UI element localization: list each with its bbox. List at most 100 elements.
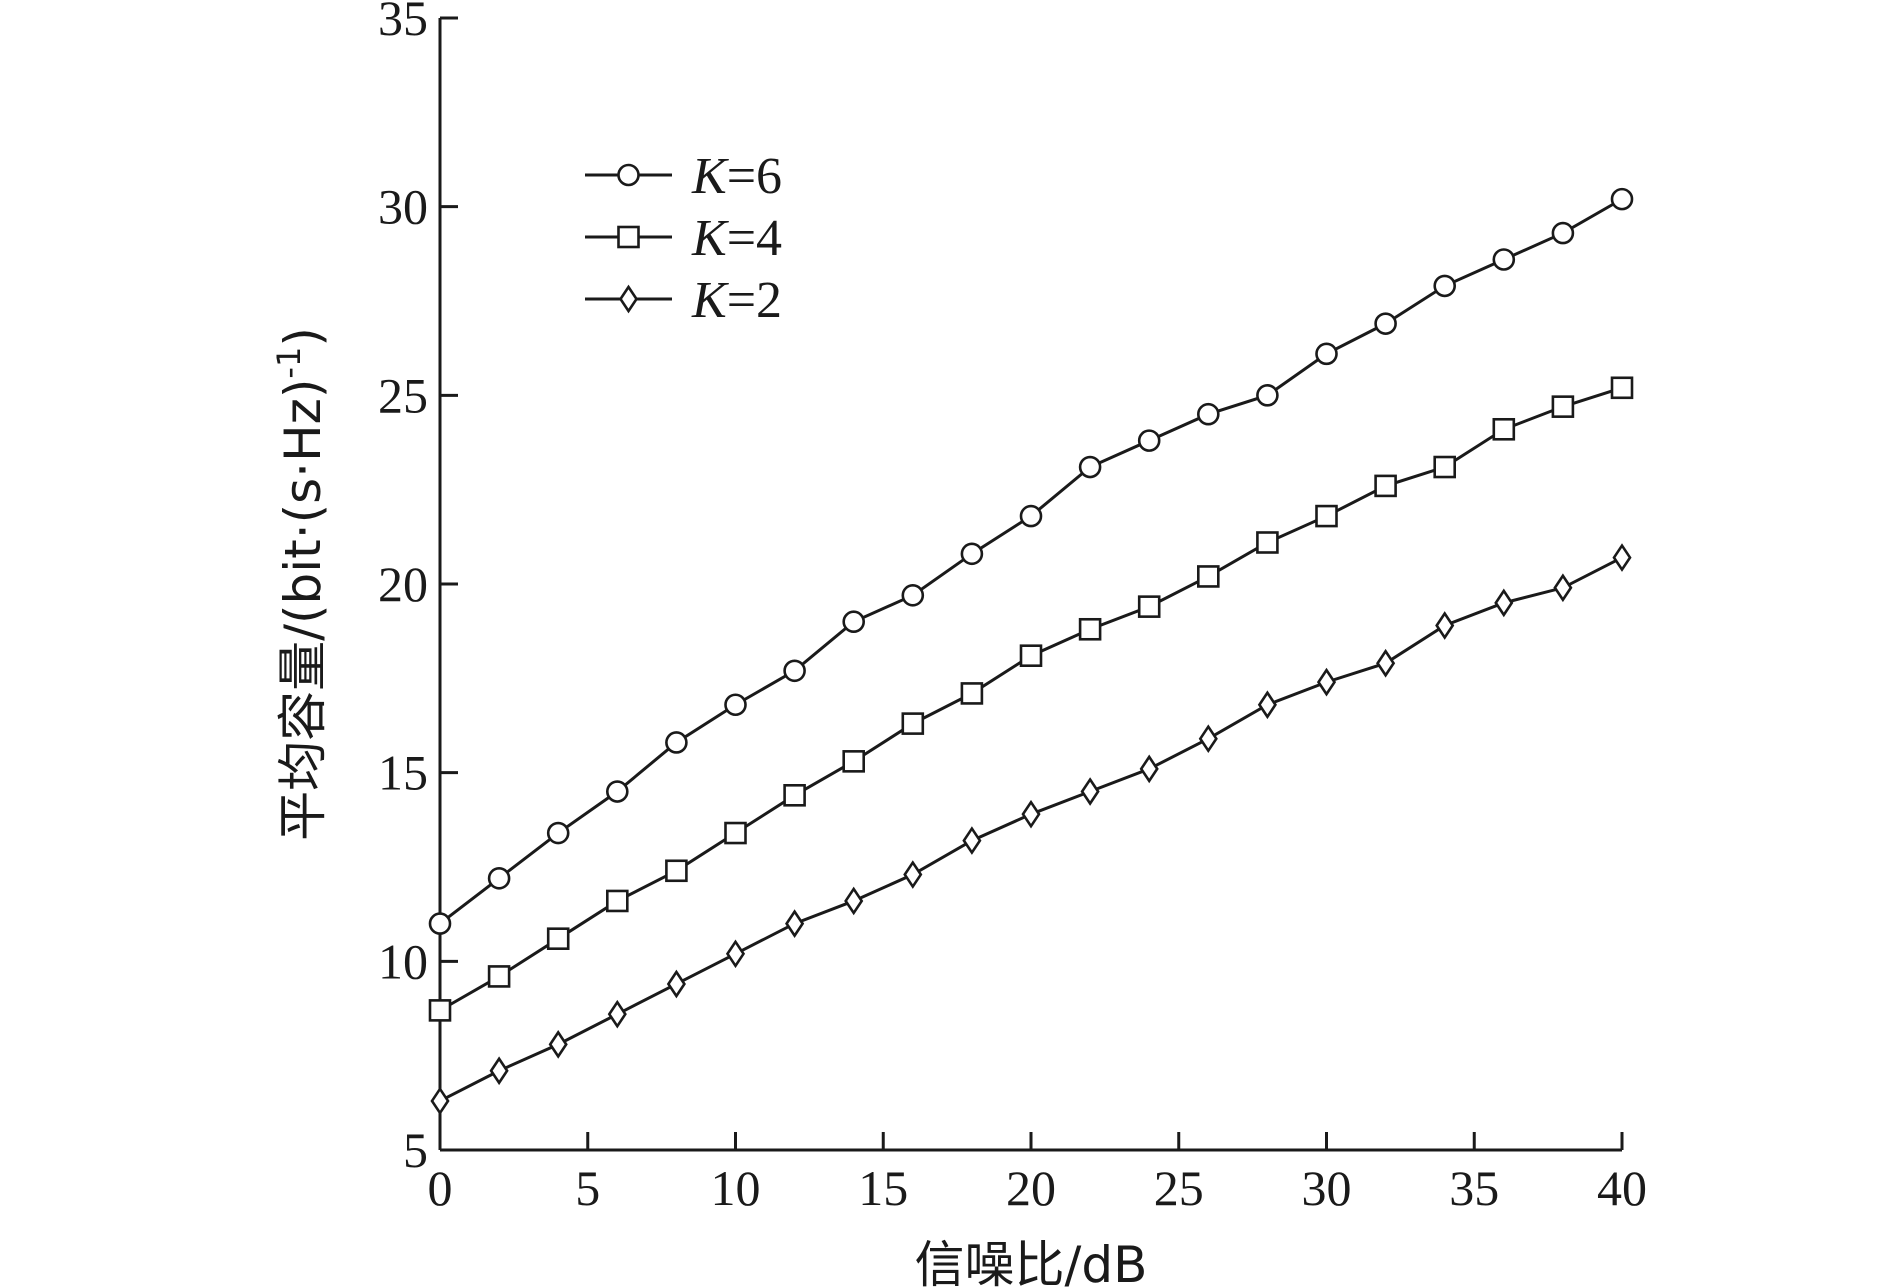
data-point-square-17 — [1433, 455, 1456, 479]
tick-marks — [438, 16, 1624, 1152]
y-tick-label-20: 20 — [378, 556, 428, 612]
series-diamond — [430, 543, 1632, 1116]
data-point-diamond-17 — [1435, 611, 1455, 640]
data-point-diamond-5 — [725, 939, 746, 969]
data-point-diamond-12 — [1139, 754, 1159, 784]
data-point-diamond-13 — [1198, 724, 1218, 754]
data-point-diamond-15 — [1316, 667, 1337, 697]
data-point-square-13 — [1197, 565, 1220, 588]
data-point-diamond-14 — [1257, 690, 1277, 720]
data-point-diamond-0 — [430, 1086, 450, 1116]
data-point-circle-0 — [428, 912, 452, 935]
y-tick-label-25: 25 — [378, 367, 428, 423]
data-point-square-10 — [1019, 644, 1043, 667]
data-point-diamond-1 — [489, 1056, 509, 1086]
data-point-square-15 — [1315, 504, 1338, 528]
data-point-circle-4 — [665, 731, 688, 754]
data-point-diamond-2 — [548, 1030, 568, 1059]
data-point-circle-12 — [1137, 429, 1161, 452]
data-point-circle-7 — [842, 610, 866, 634]
data-point-square-5 — [724, 821, 747, 845]
legend-label-value: =4 — [727, 210, 782, 267]
data-point-square-1 — [487, 965, 511, 988]
data-point-square-12 — [1137, 595, 1161, 618]
data-point-square-0 — [428, 999, 452, 1022]
data-point-diamond-19 — [1553, 573, 1573, 603]
data-point-square-19 — [1551, 395, 1575, 418]
data-point-diamond-4 — [666, 969, 686, 999]
data-point-circle-19 — [1551, 221, 1575, 245]
legend-label: K=2 — [691, 272, 782, 329]
data-point-circle-16 — [1374, 312, 1397, 335]
y-axis-title-close: ) — [274, 327, 332, 347]
data-point-circle-1 — [487, 867, 511, 890]
data-point-circle-5 — [724, 693, 747, 717]
data-point-square-2 — [546, 927, 570, 950]
data-point-diamond-6 — [785, 909, 805, 938]
series-line-square — [439, 386, 1623, 1012]
data-point-circle-15 — [1315, 342, 1338, 366]
data-point-circle-13 — [1197, 402, 1220, 426]
legend-label: K=6 — [691, 148, 782, 205]
y-tick-label-15: 15 — [378, 745, 428, 801]
legend-label-value: =2 — [727, 272, 782, 329]
data-point-circle-20 — [1610, 187, 1634, 211]
x-tick-label-15: 15 — [858, 1160, 908, 1216]
data-point-square-6 — [783, 784, 806, 807]
data-point-square-7 — [842, 750, 866, 773]
axes — [438, 18, 1622, 1152]
legend-item-square: K=4 — [585, 210, 782, 267]
data-point-diamond-16 — [1376, 648, 1396, 678]
data-point-circle-3 — [605, 780, 629, 803]
y-axis-title-main: 平均容量/(bit·(s·Hz) — [274, 379, 332, 841]
y-tick-label-30: 30 — [378, 179, 428, 235]
data-point-diamond-10 — [1021, 799, 1041, 829]
data-point-diamond-8 — [903, 860, 923, 889]
data-point-circle-14 — [1256, 384, 1279, 407]
data-point-circle-8 — [901, 584, 925, 607]
data-point-square-11 — [1078, 617, 1102, 641]
x-tick-label-40: 40 — [1597, 1160, 1647, 1216]
x-tick-label-30: 30 — [1302, 1160, 1352, 1216]
legend-marker-circle — [617, 163, 640, 187]
data-point-circle-6 — [783, 659, 806, 683]
x-tick-label-25: 25 — [1154, 1160, 1204, 1216]
data-point-circle-2 — [546, 821, 570, 845]
data-point-diamond-20 — [1612, 543, 1632, 572]
y-tick-label-10: 10 — [378, 933, 428, 989]
x-axis-title: 信噪比/dB — [915, 1236, 1148, 1288]
x-tick-label-35: 35 — [1449, 1160, 1499, 1216]
y-axis-title: 平均容量/(bit·(s·Hz)-1) — [270, 327, 332, 841]
legend-label-variable: K — [691, 210, 729, 267]
legend-label: K=4 — [691, 210, 782, 267]
data-point-square-14 — [1256, 531, 1279, 554]
data-point-square-18 — [1492, 417, 1516, 441]
legend-marker-square — [617, 225, 640, 249]
legend-marker-diamond — [618, 284, 639, 314]
legend: K=6K=4K=2 — [585, 148, 782, 329]
data-point-square-16 — [1374, 474, 1397, 498]
legend-item-circle: K=6 — [585, 148, 782, 205]
data-point-diamond-7 — [844, 886, 864, 916]
data-point-diamond-9 — [962, 826, 982, 855]
series-square — [428, 376, 1634, 1022]
legend-item-diamond: K=2 — [585, 272, 782, 329]
data-point-circle-18 — [1492, 248, 1516, 271]
legend-label-variable: K — [691, 148, 729, 205]
data-point-diamond-11 — [1080, 777, 1100, 806]
data-point-circle-17 — [1433, 274, 1456, 298]
data-point-circle-10 — [1019, 504, 1043, 528]
data-point-circle-11 — [1078, 455, 1102, 479]
data-point-square-3 — [605, 889, 629, 913]
data-point-diamond-3 — [607, 999, 627, 1029]
y-tick-label-35: 35 — [378, 0, 428, 46]
y-tick-label-5: 5 — [403, 1122, 428, 1178]
series-group — [428, 187, 1634, 1116]
x-tick-label-0: 0 — [428, 1160, 453, 1216]
data-point-diamond-18 — [1494, 588, 1514, 618]
legend-label-value: =6 — [727, 148, 782, 205]
x-tick-label-5: 5 — [575, 1160, 600, 1216]
data-point-square-8 — [901, 712, 925, 735]
